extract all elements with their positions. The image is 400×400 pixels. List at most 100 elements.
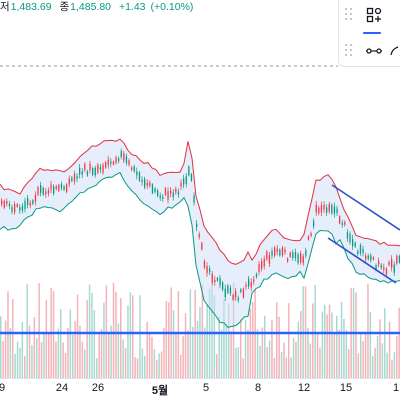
volume-bar [45, 299, 48, 378]
brush-button[interactable] [389, 40, 400, 62]
channel-lower-line[interactable] [327, 237, 397, 284]
volume-bar [237, 346, 240, 378]
candle-body [279, 249, 281, 256]
volume-bar [364, 332, 367, 378]
volume-bar [264, 315, 266, 378]
volume-bar [4, 320, 7, 378]
candle-body [141, 179, 143, 183]
volume-bar [328, 304, 331, 378]
candle-body [245, 284, 247, 287]
candle-body [237, 297, 239, 301]
ohlc-legend: 저1,483.69 종1,485.80 +1.43 (+0.10%) [0, 0, 198, 14]
candle-body [63, 186, 65, 190]
volume-bar [21, 322, 24, 378]
volume-bar [376, 335, 379, 378]
candle-body [144, 178, 146, 188]
candle-body [274, 247, 276, 256]
candle-body [118, 158, 120, 162]
candle-body [383, 267, 385, 270]
volume-bar [213, 295, 216, 378]
volume-bar [31, 345, 33, 378]
candle-body [37, 187, 39, 195]
candle-body [391, 259, 393, 268]
volume-bar [36, 338, 38, 378]
volume-bar [240, 318, 242, 378]
time-axis[interactable]: 9 24 26 5월 5 8 12 15 1 [0, 378, 400, 400]
candle-body [258, 264, 260, 273]
candle-body [219, 278, 221, 286]
volume-bar [84, 349, 86, 378]
candle-body [396, 256, 398, 264]
candle-body [305, 250, 307, 256]
volume-bar [290, 357, 292, 378]
volume-bar [312, 303, 314, 378]
drawing-toolbar [338, 0, 400, 67]
volume-bar [266, 347, 268, 378]
volume-bar [295, 341, 297, 378]
candle-body [339, 216, 341, 224]
channel-upper-line[interactable] [331, 184, 400, 231]
volume-bar [91, 292, 93, 378]
candle-body [27, 198, 29, 206]
volume-bar [285, 357, 288, 378]
volume-bar [2, 341, 4, 378]
candle-body [372, 257, 375, 260]
candle-body [97, 164, 99, 173]
candle-body [248, 278, 250, 287]
candle-body [112, 161, 115, 165]
volume-bar [108, 331, 110, 378]
candle-body [354, 242, 356, 247]
candle-body [138, 172, 141, 181]
volume-bar [216, 354, 218, 378]
volume-bar [384, 308, 386, 378]
volume-bar [340, 302, 343, 378]
candle-body [263, 258, 265, 267]
volume-bar [343, 318, 345, 378]
volume-bar [38, 283, 40, 378]
candle-body [341, 222, 343, 225]
volume-bar [223, 299, 225, 378]
volume-bar [14, 354, 16, 378]
drag-handle-icon[interactable] [345, 8, 353, 22]
candle-body [162, 196, 164, 199]
candle-body [188, 166, 190, 176]
candle-body [50, 184, 52, 190]
volume-bar [163, 327, 165, 378]
volume-bar [259, 346, 261, 378]
candle-body [315, 204, 317, 213]
volume-bar [331, 312, 333, 378]
volume-bar [115, 292, 117, 378]
volume-bar [57, 328, 60, 378]
volume-bar [388, 322, 391, 378]
volume-bar [307, 327, 309, 378]
object-tree-button[interactable] [361, 4, 387, 26]
band-lines [0, 138, 400, 328]
volume-bar [148, 332, 151, 378]
candle-body [34, 195, 37, 202]
price-chart[interactable] [0, 0, 400, 378]
drag-handle-icon-2[interactable] [345, 44, 353, 58]
volume-bar [117, 323, 120, 378]
candle-body [170, 190, 172, 194]
trend-line-button[interactable] [361, 40, 387, 62]
candle-body [21, 206, 24, 211]
candle-body [60, 183, 63, 189]
x-tick-label: 8 [254, 382, 262, 394]
volume-bar [62, 342, 64, 378]
volume-bar [324, 304, 326, 378]
volume-bar [187, 330, 189, 378]
volume-bars [0, 282, 400, 378]
candle-body [172, 192, 174, 198]
volume-bar [273, 357, 276, 378]
candle-body [398, 255, 400, 263]
candle-body [284, 249, 286, 253]
candle-body [24, 200, 26, 210]
change-percent: (+0.10%) [150, 1, 194, 13]
trend-line-icon [366, 48, 382, 54]
candle-body [242, 288, 245, 298]
volume-bar [100, 329, 103, 378]
volume-bar [268, 340, 271, 378]
volume-bar [338, 329, 340, 378]
volume-bar [206, 305, 208, 378]
volume-bar [55, 341, 57, 378]
